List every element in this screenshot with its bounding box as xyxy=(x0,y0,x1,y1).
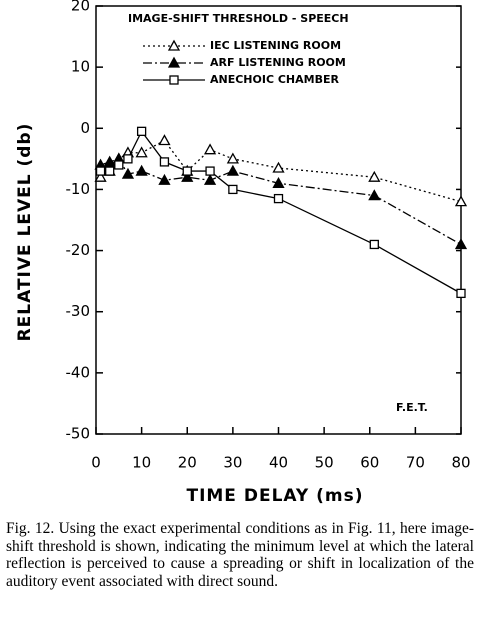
marker xyxy=(454,238,468,250)
x-axis-label: TIME DELAY (ms) xyxy=(186,486,363,506)
marker xyxy=(368,170,381,182)
legend-label: ANECHOIC CHAMBER xyxy=(210,73,339,86)
x-tick-label: 20 xyxy=(178,454,197,472)
marker xyxy=(369,239,379,250)
marker xyxy=(456,288,466,299)
marker xyxy=(273,193,284,204)
series-line xyxy=(100,139,462,203)
y-tick-label: 0 xyxy=(80,119,90,137)
marker xyxy=(182,166,192,176)
marker xyxy=(159,157,170,167)
marker xyxy=(226,152,239,164)
marker xyxy=(103,155,116,167)
y-axis-label: RELATIVE LEVEL (db) xyxy=(15,123,35,342)
y-tick-label: -10 xyxy=(66,180,91,198)
marker xyxy=(203,173,217,185)
marker xyxy=(135,164,148,176)
marker xyxy=(114,160,124,170)
legend-label: ARF LISTENING ROOM xyxy=(210,56,346,69)
marker xyxy=(135,146,148,158)
marker xyxy=(205,166,215,176)
marker xyxy=(95,166,106,176)
marker xyxy=(203,143,217,155)
marker xyxy=(94,170,107,182)
y-tick-label: -50 xyxy=(66,425,91,443)
marker xyxy=(123,154,133,164)
y-tick-label: -30 xyxy=(66,302,91,320)
marker xyxy=(272,161,285,173)
marker xyxy=(158,134,171,146)
y-tick-label: 10 xyxy=(71,58,90,76)
legend-label: IEC LISTENING ROOM xyxy=(210,39,341,52)
x-tick-label: 30 xyxy=(223,454,242,472)
chart-title: IMAGE-SHIFT THRESHOLD - SPEECH xyxy=(128,12,349,25)
x-tick-label: 50 xyxy=(315,454,334,472)
marker xyxy=(158,173,171,185)
marker xyxy=(228,184,238,195)
legend-marker xyxy=(169,75,179,85)
annotation: F.E.T. xyxy=(396,401,428,414)
y-tick-label: 20 xyxy=(71,0,90,15)
x-tick-label: 70 xyxy=(406,454,425,472)
marker xyxy=(226,164,239,176)
series-line xyxy=(100,130,462,294)
caption: Fig. 12. Using the exact experimental co… xyxy=(6,520,474,590)
marker xyxy=(272,176,285,188)
marker xyxy=(121,167,135,179)
x-tick-label: 40 xyxy=(269,454,288,472)
marker xyxy=(105,166,115,176)
x-tick-label: 80 xyxy=(451,454,470,472)
x-tick-label: 0 xyxy=(91,454,101,472)
legend-marker xyxy=(167,56,181,68)
marker xyxy=(136,126,147,136)
y-tick-label: -20 xyxy=(66,241,91,259)
marker xyxy=(368,189,381,201)
marker xyxy=(181,170,194,182)
x-tick-label: 10 xyxy=(132,454,151,472)
legend-marker xyxy=(167,39,181,51)
marker xyxy=(454,195,468,207)
y-tick-label: -40 xyxy=(66,363,91,381)
chart: IMAGE-SHIFT THRESHOLD - SPEECH F.E.T. TI… xyxy=(15,0,471,506)
x-tick-label: 60 xyxy=(360,454,379,472)
plot-frame xyxy=(95,5,462,435)
